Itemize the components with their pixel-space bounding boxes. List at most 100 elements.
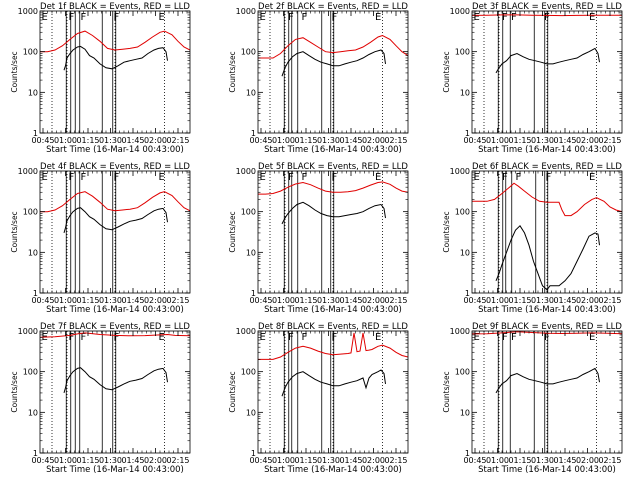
x-tick-label: 00:45 — [31, 136, 54, 145]
marker-label: E — [589, 12, 595, 23]
y-tick-label: 1 — [33, 289, 38, 298]
x-tick-label: 01:45 — [121, 296, 144, 305]
y-tick-label: 10 — [460, 408, 470, 417]
lld-series-line — [40, 191, 190, 213]
y-tick-label: 1 — [251, 449, 256, 458]
marker-label: E — [260, 172, 266, 183]
marker-label: F — [516, 172, 522, 183]
x-tick-label: 02:15 — [598, 456, 621, 465]
x-tick-label: 01:30 — [531, 456, 554, 465]
events-series-line — [495, 367, 600, 394]
x-tick-label: 01:45 — [553, 136, 576, 145]
y-axis-label: Counts/sec — [228, 371, 237, 412]
x-tick-label: 02:00 — [576, 456, 599, 465]
x-tick-label: 01:15 — [294, 456, 317, 465]
x-tick-label: 01:00 — [54, 296, 77, 305]
x-tick-label: 02:15 — [598, 296, 621, 305]
events-series-line — [495, 47, 600, 74]
y-tick-label: 10 — [246, 88, 256, 97]
y-tick-label: 1 — [251, 289, 256, 298]
x-axis-label: Start Time (16-Mar-14 00:43:00) — [264, 145, 402, 155]
x-tick-label: 01:00 — [272, 456, 295, 465]
y-tick-label: 100 — [241, 368, 256, 377]
marker-label: E — [589, 332, 595, 343]
y-tick-label: 1 — [33, 129, 38, 138]
panel-title: Det 5f BLACK = Events, RED = LLD — [258, 162, 408, 172]
x-axis-label: Start Time (16-Mar-14 00:43:00) — [478, 465, 616, 475]
marker-label: E — [159, 332, 165, 343]
panel-title: Det 4f BLACK = Events, RED = LLD — [40, 162, 190, 172]
x-tick-label: 02:00 — [362, 136, 385, 145]
x-tick-label: 01:30 — [99, 136, 122, 145]
panel-title: Det 7f BLACK = Events, RED = LLD — [40, 322, 190, 332]
y-tick-label: 100 — [455, 208, 470, 217]
y-axis-label: Counts/sec — [442, 371, 451, 412]
marker-label: E — [42, 12, 48, 23]
events-series-line — [63, 367, 168, 394]
y-tick-label: 10 — [460, 88, 470, 97]
y-tick-label: 1000 — [236, 167, 256, 176]
panel-title: Det 1f BLACK = Events, RED = LLD — [40, 2, 190, 12]
y-tick-label: 100 — [23, 368, 38, 377]
x-tick-label: 01:00 — [272, 136, 295, 145]
x-tick-label: 00:45 — [249, 456, 272, 465]
x-tick-label: 01:45 — [339, 296, 362, 305]
y-tick-label: 10 — [28, 408, 38, 417]
y-tick-label: 1 — [465, 449, 470, 458]
x-tick-label: 01:30 — [531, 136, 554, 145]
marker-label: F — [502, 172, 508, 183]
marker-label: E — [375, 172, 381, 183]
x-tick-label: 01:15 — [508, 456, 531, 465]
marker-label: F — [332, 332, 338, 343]
marker-label: F — [288, 12, 294, 23]
marker-label: F — [332, 172, 338, 183]
x-tick-label: 01:30 — [531, 296, 554, 305]
marker-label: F — [114, 172, 120, 183]
events-series-line — [281, 369, 386, 397]
x-tick-label: 01:45 — [121, 136, 144, 145]
x-tick-label: 00:45 — [31, 296, 54, 305]
marker-label: F — [502, 12, 508, 23]
panel-title: Det 3f BLACK = Events, RED = LLD — [472, 2, 622, 12]
x-tick-label: 02:15 — [598, 136, 621, 145]
marker-label: E — [474, 12, 480, 23]
x-tick-label: 02:15 — [166, 136, 189, 145]
lld-series-line — [472, 182, 622, 217]
x-tick-label: 02:00 — [576, 136, 599, 145]
marker-label: F — [502, 332, 508, 343]
x-tick-label: 01:15 — [508, 296, 531, 305]
y-axis-label: Counts/sec — [10, 211, 19, 252]
events-series-line — [63, 45, 168, 71]
lld-series-line — [258, 181, 408, 195]
panel-title: Det 6f BLACK = Events, RED = LLD — [472, 162, 622, 172]
marker-label: F — [81, 172, 87, 183]
x-tick-label: 01:30 — [317, 296, 340, 305]
x-tick-label: 00:45 — [463, 136, 486, 145]
x-tick-label: 02:00 — [362, 296, 385, 305]
marker-label: E — [474, 332, 480, 343]
y-tick-label: 1000 — [18, 7, 38, 16]
y-axis-label: Counts/sec — [442, 51, 451, 92]
events-series-line — [63, 207, 168, 234]
y-axis-label: Counts/sec — [228, 211, 237, 252]
x-axis-label: Start Time (16-Mar-14 00:43:00) — [264, 465, 402, 475]
x-tick-label: 02:15 — [384, 136, 407, 145]
y-tick-label: 100 — [241, 48, 256, 57]
y-tick-label: 10 — [246, 408, 256, 417]
marker-label: F — [81, 12, 87, 23]
x-tick-label: 01:00 — [486, 456, 509, 465]
marker-label: E — [375, 12, 381, 23]
x-tick-label: 01:00 — [486, 136, 509, 145]
x-tick-label: 01:15 — [294, 296, 317, 305]
marker-label: F — [114, 332, 120, 343]
marker-label: F — [302, 172, 308, 183]
x-tick-label: 01:15 — [76, 456, 99, 465]
x-tick-label: 01:00 — [54, 456, 77, 465]
marker-label: F — [511, 332, 517, 343]
x-tick-label: 01:30 — [317, 456, 340, 465]
